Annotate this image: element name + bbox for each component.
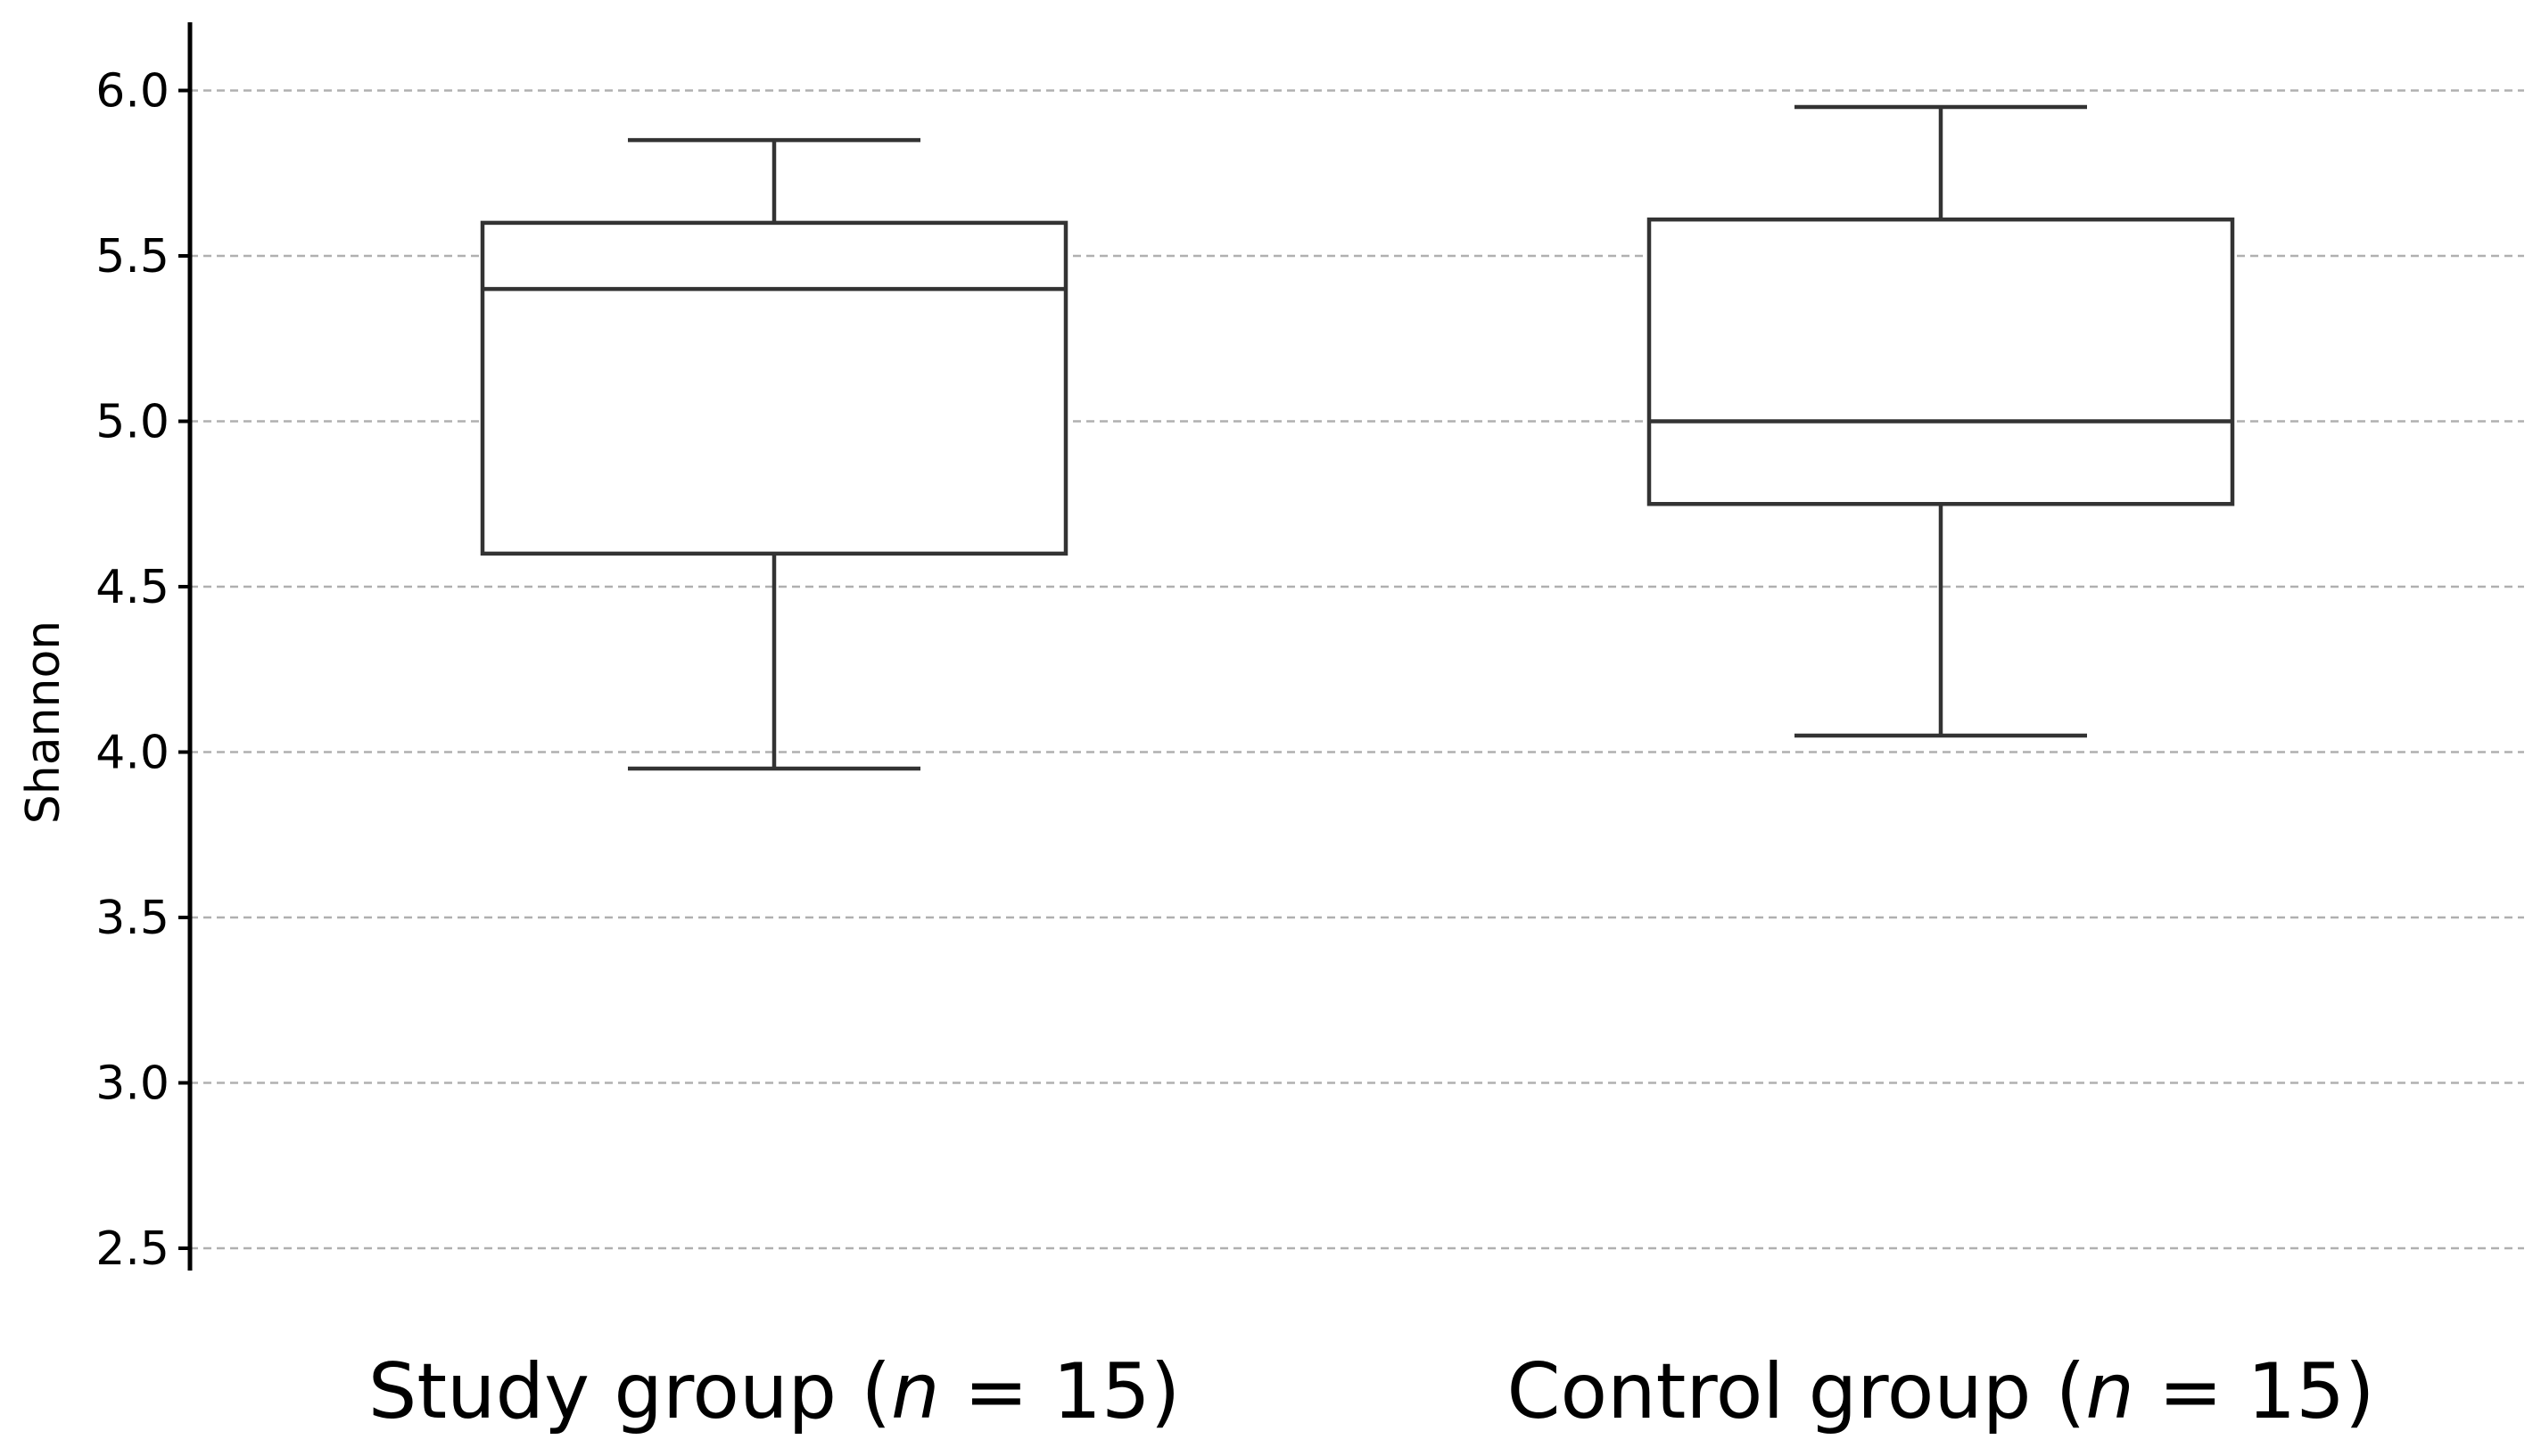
- y-tick-label: 5.5: [95, 230, 169, 284]
- y-tick-label: 2.5: [95, 1222, 169, 1276]
- x-category-labels: Study group (n = 15) Control group (n = 1…: [368, 1347, 2375, 1436]
- category-label-prefix: Control group (: [1506, 1347, 2085, 1436]
- y-tick-label: 3.5: [95, 892, 169, 945]
- category-label-n: n: [891, 1347, 940, 1436]
- box-group: [480, 137, 1068, 771]
- category-label-suffix: = 15): [940, 1347, 1181, 1436]
- category-label: Control group (n = 15): [1506, 1347, 2374, 1436]
- category-label-prefix: Study group (: [368, 1347, 891, 1436]
- y-tick-label: 4.5: [95, 561, 169, 614]
- category-label-n: n: [2085, 1347, 2134, 1436]
- category-label-suffix: = 15): [2134, 1347, 2375, 1436]
- boxes: [480, 104, 2235, 771]
- box-group: [1646, 104, 2235, 738]
- box-iqr: [480, 220, 1068, 556]
- box-iqr: [1646, 217, 2235, 506]
- y-axis-title: Shannon: [17, 621, 70, 825]
- y-tick-label: 3.0: [95, 1057, 169, 1111]
- category-label: Study group (n = 15): [368, 1347, 1181, 1436]
- y-tick-label: 4.0: [95, 727, 169, 780]
- y-ticks: 2.5 3.0 3.5 4.0 4.5 5.0 5.5 6.0: [95, 65, 190, 1276]
- y-tick-label: 5.0: [95, 396, 169, 449]
- y-tick-label: 6.0: [95, 65, 169, 119]
